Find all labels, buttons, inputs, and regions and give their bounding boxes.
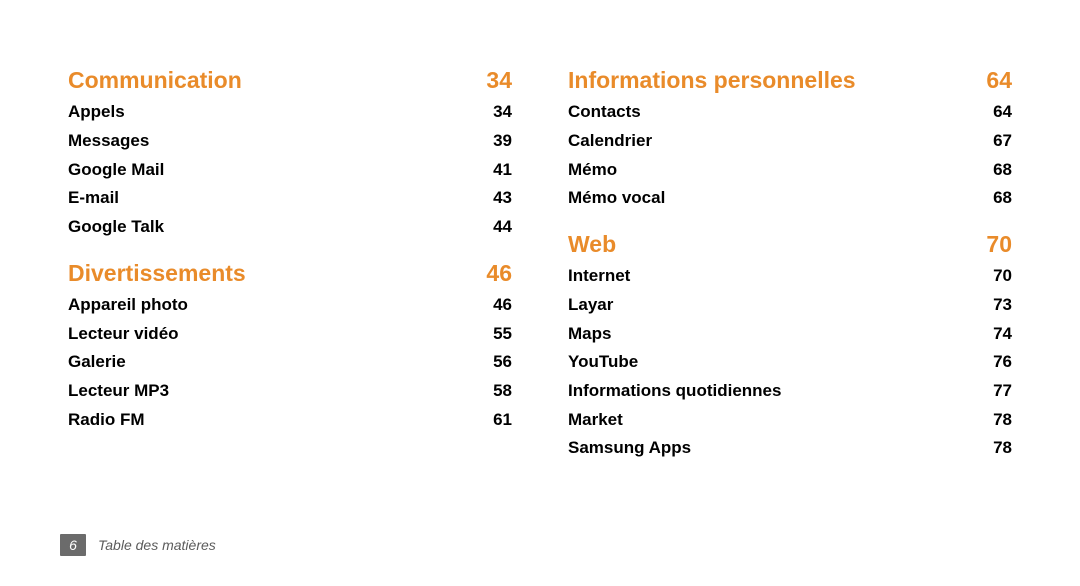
section-heading-row[interactable]: Informations personnelles 64 (568, 68, 1012, 93)
toc-item-page: 39 (493, 132, 512, 151)
section-title: Informations personnelles (568, 68, 856, 93)
footer-title: Table des matières (98, 537, 216, 553)
toc-item-label: Radio FM (68, 411, 145, 430)
toc-item-page: 73 (993, 296, 1012, 315)
toc-item[interactable]: Contacts 64 (568, 103, 1012, 122)
toc-item[interactable]: Appels 34 (68, 103, 512, 122)
toc-item-page: 74 (993, 325, 1012, 344)
toc-item[interactable]: Mémo vocal 68 (568, 189, 1012, 208)
toc-item-page: 44 (493, 218, 512, 237)
toc-item-label: Lecteur vidéo (68, 325, 179, 344)
toc-item-page: 64 (993, 103, 1012, 122)
toc-item-page: 41 (493, 161, 512, 180)
toc-item[interactable]: E-mail 43 (68, 189, 512, 208)
toc-item-label: Maps (568, 325, 611, 344)
section-page: 64 (986, 68, 1012, 93)
toc-page: Communication 34 Appels 34 Messages 39 G… (0, 0, 1080, 586)
toc-item-label: Informations quotidiennes (568, 382, 781, 401)
toc-item[interactable]: Samsung Apps 78 (568, 439, 1012, 458)
section-page: 34 (486, 68, 512, 93)
toc-columns: Communication 34 Appels 34 Messages 39 G… (68, 68, 1012, 458)
section-title: Web (568, 232, 616, 257)
section-heading-row[interactable]: Divertissements 46 (68, 261, 512, 286)
toc-item-label: Google Talk (68, 218, 164, 237)
toc-item[interactable]: Appareil photo 46 (68, 296, 512, 315)
toc-item[interactable]: Google Mail 41 (68, 161, 512, 180)
toc-left-column: Communication 34 Appels 34 Messages 39 G… (68, 68, 512, 458)
toc-item-label: Layar (568, 296, 613, 315)
toc-item-page: 78 (993, 411, 1012, 430)
toc-item-page: 76 (993, 353, 1012, 372)
toc-item-label: YouTube (568, 353, 638, 372)
toc-item-page: 58 (493, 382, 512, 401)
toc-item-page: 67 (993, 132, 1012, 151)
page-number-badge: 6 (60, 534, 86, 556)
toc-item[interactable]: Calendrier 67 (568, 132, 1012, 151)
toc-item[interactable]: Radio FM 61 (68, 411, 512, 430)
section-divertissements: Divertissements 46 Appareil photo 46 Lec… (68, 261, 512, 430)
section-page: 46 (486, 261, 512, 286)
toc-item[interactable]: Informations quotidiennes 77 (568, 382, 1012, 401)
toc-item[interactable]: Lecteur vidéo 55 (68, 325, 512, 344)
toc-item-label: Appels (68, 103, 125, 122)
section-communication: Communication 34 Appels 34 Messages 39 G… (68, 68, 512, 237)
toc-item-page: 68 (993, 161, 1012, 180)
toc-item[interactable]: Maps 74 (568, 325, 1012, 344)
toc-right-column: Informations personnelles 64 Contacts 64… (568, 68, 1012, 458)
toc-item-label: Appareil photo (68, 296, 188, 315)
toc-item-label: E-mail (68, 189, 119, 208)
toc-item[interactable]: YouTube 76 (568, 353, 1012, 372)
toc-item-page: 56 (493, 353, 512, 372)
toc-item-page: 68 (993, 189, 1012, 208)
toc-item-label: Mémo (568, 161, 617, 180)
toc-item[interactable]: Galerie 56 (68, 353, 512, 372)
toc-item-label: Galerie (68, 353, 126, 372)
toc-item[interactable]: Messages 39 (68, 132, 512, 151)
toc-item-page: 78 (993, 439, 1012, 458)
page-number: 6 (69, 537, 77, 553)
toc-item-page: 46 (493, 296, 512, 315)
toc-item[interactable]: Layar 73 (568, 296, 1012, 315)
toc-item[interactable]: Market 78 (568, 411, 1012, 430)
toc-item[interactable]: Internet 70 (568, 267, 1012, 286)
section-title: Communication (68, 68, 242, 93)
toc-item-label: Samsung Apps (568, 439, 691, 458)
toc-item[interactable]: Lecteur MP3 58 (68, 382, 512, 401)
toc-item-label: Google Mail (68, 161, 164, 180)
section-heading-row[interactable]: Communication 34 (68, 68, 512, 93)
toc-item-label: Mémo vocal (568, 189, 665, 208)
toc-item[interactable]: Google Talk 44 (68, 218, 512, 237)
section-web: Web 70 Internet 70 Layar 73 Maps (568, 232, 1012, 458)
toc-item-page: 55 (493, 325, 512, 344)
toc-item[interactable]: Mémo 68 (568, 161, 1012, 180)
toc-item-label: Calendrier (568, 132, 652, 151)
toc-item-label: Lecteur MP3 (68, 382, 169, 401)
section-informations-personnelles: Informations personnelles 64 Contacts 64… (568, 68, 1012, 208)
toc-item-page: 70 (993, 267, 1012, 286)
toc-item-label: Messages (68, 132, 149, 151)
page-footer: 6 Table des matières (60, 534, 216, 556)
toc-item-label: Market (568, 411, 623, 430)
toc-item-page: 61 (493, 411, 512, 430)
toc-item-page: 34 (493, 103, 512, 122)
section-heading-row[interactable]: Web 70 (568, 232, 1012, 257)
toc-item-label: Internet (568, 267, 630, 286)
section-title: Divertissements (68, 261, 246, 286)
toc-item-page: 77 (993, 382, 1012, 401)
toc-item-label: Contacts (568, 103, 641, 122)
toc-item-page: 43 (493, 189, 512, 208)
section-page: 70 (986, 232, 1012, 257)
